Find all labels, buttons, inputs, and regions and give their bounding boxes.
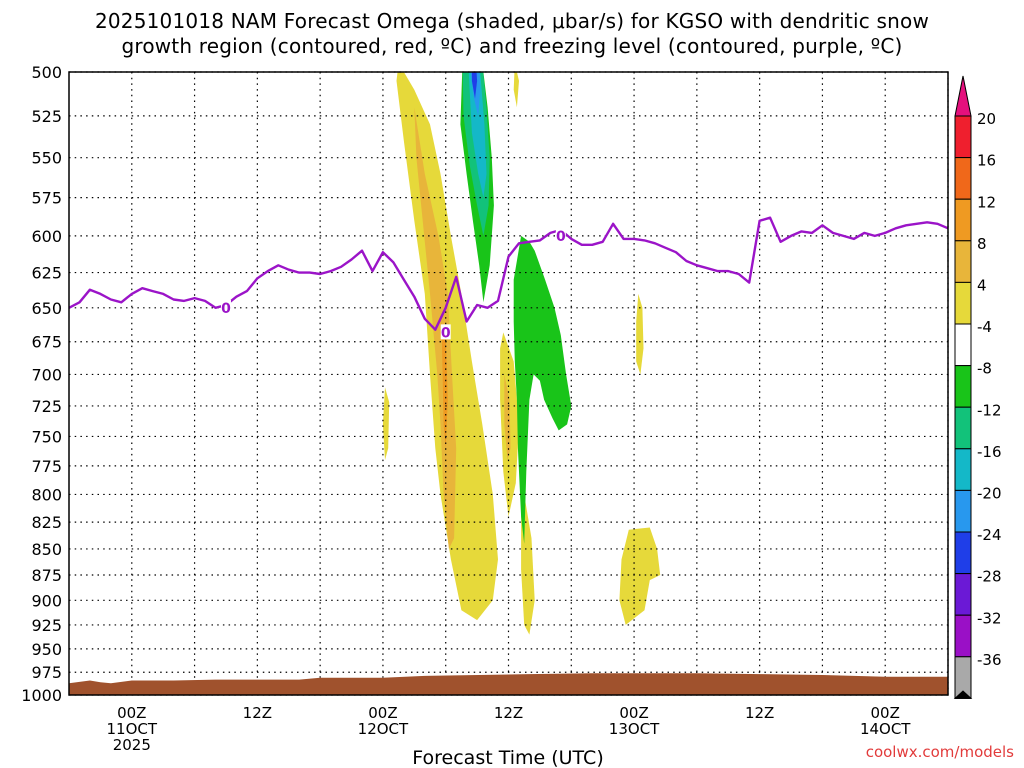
colorbar-label-10: -24 [977, 526, 1002, 544]
terrain-layer [69, 673, 948, 695]
colorbar-label-8: -16 [977, 443, 1002, 461]
fz-label-bg-0 [220, 299, 231, 315]
colorbar-bottom-arrow [953, 690, 973, 699]
y-tick-500: 500 [31, 63, 62, 82]
y-tick-950: 950 [31, 640, 62, 659]
colorbar-segment-0 [954, 115, 972, 159]
x-tick-6-line3: 2025 [113, 736, 151, 754]
omega-region-9 [441, 321, 448, 449]
y-tick-775: 775 [31, 457, 62, 476]
dgz-contour-line [69, 65, 205, 70]
y-tick-650: 650 [31, 299, 62, 318]
x-tick-6-line1: 00Z [117, 704, 146, 722]
colorbar-segment-12 [954, 614, 972, 658]
freezing-level-label-2: 0 [556, 229, 566, 245]
y-tick-925: 925 [31, 616, 62, 635]
freezing-level-label-0: 0 [221, 301, 231, 317]
colorbar-label-0: 20 [977, 110, 996, 128]
y-tick-800: 800 [31, 485, 62, 504]
colorbar-segment-4 [954, 281, 972, 325]
x-tick-30-line2: 12OCT [358, 720, 409, 738]
credit-text: coolwx.com/models [866, 743, 1014, 761]
colorbar-top-arrow [954, 75, 972, 117]
y-tick-725: 725 [31, 397, 62, 416]
contour-lines-layer: 0 0 0 [69, 65, 948, 341]
plot-frame [68, 71, 949, 696]
colorbar-label-6: -8 [977, 360, 992, 378]
x-tick-78-line2: 14OCT [860, 720, 911, 738]
colorbar-segment-5 [954, 323, 972, 367]
colorbar-label-4: 4 [977, 277, 987, 295]
colorbar-label-3: 8 [977, 235, 987, 253]
y-tick-975: 975 [31, 663, 62, 682]
omega-region-5 [636, 293, 644, 375]
terrain-fill [69, 673, 948, 695]
omega-region-13 [468, 72, 487, 198]
x-tick-78-line1: 00Z [871, 704, 900, 722]
y-tick-825: 825 [31, 513, 62, 532]
omega-region-10 [513, 235, 572, 544]
chart-title-line2: growth region (contoured, red, ºC) and f… [121, 34, 903, 58]
colorbar-segment-10 [954, 531, 972, 575]
colorbar-label-2: 12 [977, 193, 996, 211]
colorbar-segment-1 [954, 157, 972, 200]
y-tick-675: 675 [31, 333, 62, 352]
colorbar-segment-11 [954, 573, 972, 616]
freezing-level-line [69, 216, 948, 331]
colorbar-segment-7 [954, 406, 972, 450]
colorbar-label-7: -12 [977, 401, 1002, 419]
y-axis-labels: 500 525 550 575 600 625 650 675 700 725 750 775 800 8… [21, 63, 62, 705]
x-tick-42-line1: 12Z [494, 704, 523, 722]
x-tick-54-line2: 13OCT [609, 720, 660, 738]
omega-region-4 [619, 527, 661, 625]
omega-region-1 [382, 387, 390, 461]
colorbar-label-13: -36 [977, 651, 1002, 669]
colorbar-label-1: 16 [977, 152, 996, 170]
colorbar-segment-2 [954, 198, 972, 242]
colorbar-segment-3 [954, 240, 972, 283]
omega-region-8 [504, 374, 511, 461]
colorbar-segment-8 [954, 448, 972, 491]
y-tick-600: 600 [31, 227, 62, 246]
colorbar-label-11: -28 [977, 568, 1002, 586]
y-tick-575: 575 [31, 189, 62, 208]
y-tick-875: 875 [31, 566, 62, 585]
y-tick-700: 700 [31, 365, 62, 384]
x-tick-18-line1: 12Z [243, 704, 272, 722]
y-tick-750: 750 [31, 427, 62, 446]
omega-region-6 [513, 72, 519, 108]
y-tick-625: 625 [31, 264, 62, 283]
y-tick-1000: 1000 [21, 686, 62, 705]
freezing-level-label-1: 0 [441, 325, 451, 341]
x-axis-title: Forecast Time (UTC) [412, 747, 603, 768]
colorbar-label-9: -20 [977, 485, 1002, 503]
colorbar-label-5: -4 [977, 318, 992, 336]
colorbar-segment-6 [954, 365, 972, 408]
colorbar-segment-9 [954, 489, 972, 533]
y-tick-900: 900 [31, 591, 62, 610]
x-tick-66-line1: 12Z [745, 704, 774, 722]
y-tick-550: 550 [31, 149, 62, 168]
chart-title-line1: 2025101018 NAM Forecast Omega (shaded, μ… [94, 9, 930, 33]
omega-region-15 [471, 72, 478, 99]
y-tick-850: 850 [31, 540, 62, 559]
y-tick-525: 525 [31, 107, 62, 126]
fz-label-bg-1 [440, 324, 451, 340]
fz-label-bg-2 [555, 227, 566, 243]
x-tick-54-line1: 00Z [619, 704, 648, 722]
colorbar: 20 16 12 8 4 -4 -8 -12 -16 -20 -24 -28 -32 -36 [953, 75, 1002, 699]
x-tick-30-line1: 00Z [368, 704, 397, 722]
colorbar-label-12: -32 [977, 609, 1002, 627]
x-tick-6-line2: 11OCT [107, 720, 158, 738]
omega-shading-layer [382, 72, 661, 635]
